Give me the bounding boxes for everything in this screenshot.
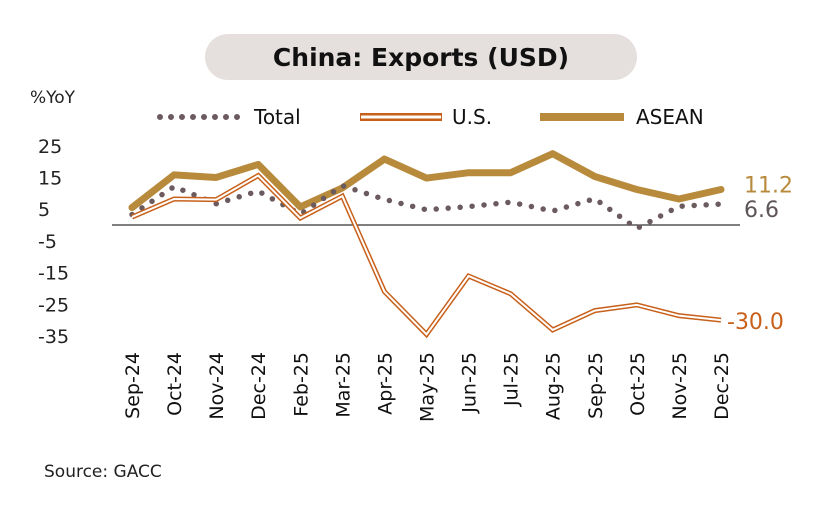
x-tick-label: Nov-25 [669,352,691,420]
y-tick-label: 25 [38,136,62,158]
y-tick-label: 15 [38,167,62,189]
x-tick-label: May-25 [417,352,439,422]
y-tick-label: 5 [38,199,50,221]
x-tick-label: Jul-25 [501,352,523,407]
y-tick-label: -35 [38,326,69,348]
series-total-line [129,182,724,232]
x-tick-label: Apr-25 [374,352,396,415]
x-tick-label: Jun-25 [459,352,481,414]
x-tick-label: Oct-25 [627,352,649,416]
x-tick-label: Feb-25 [290,352,312,417]
legend-us-label: U.S. [452,105,492,129]
series-us-line-inner [131,174,722,336]
total-end-label: 6.6 [744,198,779,223]
x-tick-label: Dec-25 [711,352,733,420]
x-tick-label: Sep-25 [585,352,607,419]
x-tick-label: Mar-25 [332,352,354,418]
series-us-line [131,172,722,339]
x-tick-label: Sep-24 [122,352,144,419]
series-asean-line [128,150,725,212]
legend-asean-label: ASEAN [636,105,704,129]
y-tick-label: -15 [38,263,69,285]
chart-title: China: Exports (USD) [205,34,637,80]
y-tick-label: -5 [38,231,57,253]
x-tick-label: Dec-24 [248,352,270,420]
y-tick-label: -25 [38,294,69,316]
x-tick-label: Nov-24 [206,352,228,420]
asean-end-label: 11.2 [744,173,793,198]
x-tick-label: Oct-24 [164,352,186,416]
x-tick-label: Aug-25 [543,352,565,420]
legend-total-label: Total [253,105,301,129]
us-end-label: -30.0 [727,310,784,335]
y-axis-label: %YoY [30,88,76,108]
source-note: Source: GACC [44,462,162,482]
